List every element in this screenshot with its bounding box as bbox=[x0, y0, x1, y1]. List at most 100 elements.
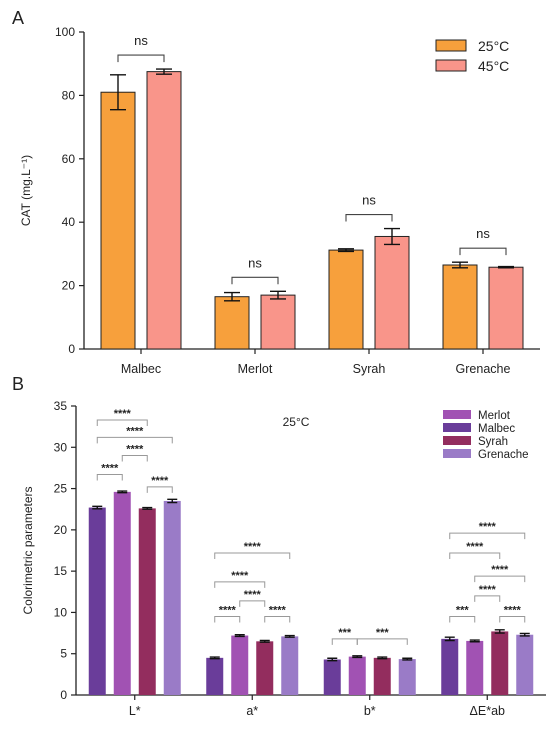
error-bar bbox=[110, 74, 126, 111]
bar-grenache bbox=[163, 500, 181, 695]
significance-label: **** bbox=[269, 605, 287, 617]
error-bar bbox=[444, 636, 455, 642]
significance-bracket bbox=[239, 600, 266, 607]
significance-label: **** bbox=[504, 605, 522, 617]
error-bar bbox=[469, 639, 480, 643]
significance-bracket bbox=[331, 638, 358, 645]
significance-label: **** bbox=[126, 425, 144, 437]
significance-bracket bbox=[96, 474, 123, 481]
significance-bracket bbox=[345, 213, 393, 222]
significance-label: **** bbox=[479, 584, 497, 596]
significance-bracket bbox=[214, 581, 266, 588]
significance-bracket bbox=[356, 638, 408, 645]
x-category-label: ΔE*ab bbox=[470, 704, 506, 718]
bar-merlot bbox=[113, 491, 131, 695]
panel-a-letter: A bbox=[12, 8, 24, 28]
error-bar bbox=[498, 265, 514, 269]
y-axis-title: CAT (mg.L⁻¹) bbox=[19, 155, 33, 226]
x-category-label: L* bbox=[129, 704, 141, 718]
y-tick-label: 10 bbox=[54, 605, 68, 619]
bar-merlot bbox=[466, 640, 484, 695]
error-bar bbox=[167, 498, 178, 504]
bar-malbec bbox=[88, 507, 106, 695]
significance-bracket bbox=[459, 247, 507, 256]
legend-label: Malbec bbox=[478, 423, 515, 435]
significance-bracket bbox=[449, 616, 476, 623]
y-tick-label: 80 bbox=[62, 88, 76, 102]
significance-bracket bbox=[117, 54, 165, 63]
chart-panel-a: 0 20 40 60 80 100 CAT (mg.L⁻¹) Malbec ns Merlot ns… bbox=[19, 25, 540, 376]
significance-label: **** bbox=[491, 564, 509, 576]
significance-bracket bbox=[474, 575, 526, 583]
significance-label: *** bbox=[338, 627, 352, 639]
bar-grenache bbox=[398, 659, 416, 695]
error-bar bbox=[519, 632, 530, 637]
error-bar bbox=[156, 68, 172, 75]
legend-label: Grenache bbox=[478, 449, 529, 461]
legend-swatch bbox=[443, 449, 471, 458]
bar-malbec-25c bbox=[100, 91, 136, 350]
significance-label: ns bbox=[134, 33, 148, 48]
legend-label: Merlot bbox=[478, 410, 511, 422]
error-bar bbox=[259, 639, 270, 643]
bar-malbec bbox=[206, 657, 224, 695]
bar-malbec bbox=[323, 659, 341, 695]
temperature-annotation: 25°C bbox=[283, 415, 310, 429]
significance-label: ns bbox=[362, 193, 376, 208]
error-bar bbox=[377, 656, 388, 660]
y-tick-label: 30 bbox=[54, 440, 68, 454]
bar-grenache-45c bbox=[488, 266, 524, 350]
significance-bracket bbox=[264, 616, 291, 623]
y-tick-label: 20 bbox=[62, 279, 76, 293]
error-bar bbox=[402, 657, 413, 661]
y-tick-label: 40 bbox=[62, 215, 76, 229]
y-tick-label: 35 bbox=[54, 399, 68, 413]
significance-label: ns bbox=[248, 255, 262, 270]
error-bar bbox=[338, 248, 354, 253]
legend-swatch bbox=[435, 39, 467, 52]
significance-label: **** bbox=[219, 605, 237, 617]
error-bar bbox=[270, 290, 286, 300]
significance-bracket bbox=[231, 276, 279, 285]
bar-grenache bbox=[281, 636, 299, 695]
bar-syrah bbox=[256, 641, 274, 695]
significance-bracket bbox=[449, 552, 501, 559]
x-category-label: Grenache bbox=[456, 362, 511, 376]
bar-merlot-25c bbox=[214, 296, 250, 350]
bar-syrah bbox=[491, 631, 509, 695]
significance-bracket bbox=[96, 419, 148, 427]
bar-merlot-45c bbox=[260, 294, 296, 350]
bar-syrah bbox=[138, 508, 156, 695]
significance-bracket bbox=[146, 486, 173, 493]
significance-label: **** bbox=[101, 463, 119, 475]
legend-swatch bbox=[435, 59, 467, 72]
error-bar bbox=[494, 629, 505, 634]
significance-label: **** bbox=[466, 541, 484, 553]
bar-grenache-25c bbox=[442, 264, 478, 350]
significance-label: **** bbox=[151, 475, 169, 487]
significance-label: **** bbox=[126, 444, 144, 456]
legend-label: 25°C bbox=[478, 38, 509, 54]
error-bar bbox=[142, 506, 153, 510]
legend-swatch bbox=[443, 423, 471, 432]
error-bar bbox=[452, 261, 468, 269]
significance-label: **** bbox=[231, 570, 249, 582]
significance-label: *** bbox=[456, 605, 470, 617]
chart-panel-b: 0 5 10 15 20 25 30 35 Colorimetric parameters 25°… bbox=[21, 399, 546, 718]
error-bar bbox=[234, 634, 245, 638]
y-tick-label: 20 bbox=[54, 523, 68, 537]
y-tick-label: 100 bbox=[55, 25, 75, 39]
significance-label: *** bbox=[376, 627, 390, 639]
significance-bracket bbox=[214, 616, 241, 623]
bar-merlot bbox=[231, 635, 249, 695]
x-category-label: a* bbox=[246, 704, 258, 718]
significance-bracket bbox=[121, 455, 148, 462]
legend-label: Syrah bbox=[478, 436, 508, 448]
y-tick-label: 0 bbox=[60, 688, 67, 702]
error-bar bbox=[327, 657, 338, 662]
bar-merlot bbox=[348, 656, 366, 695]
panel-b-letter: B bbox=[12, 374, 24, 394]
y-tick-label: 0 bbox=[68, 342, 75, 356]
bar-syrah-45c bbox=[374, 235, 410, 350]
